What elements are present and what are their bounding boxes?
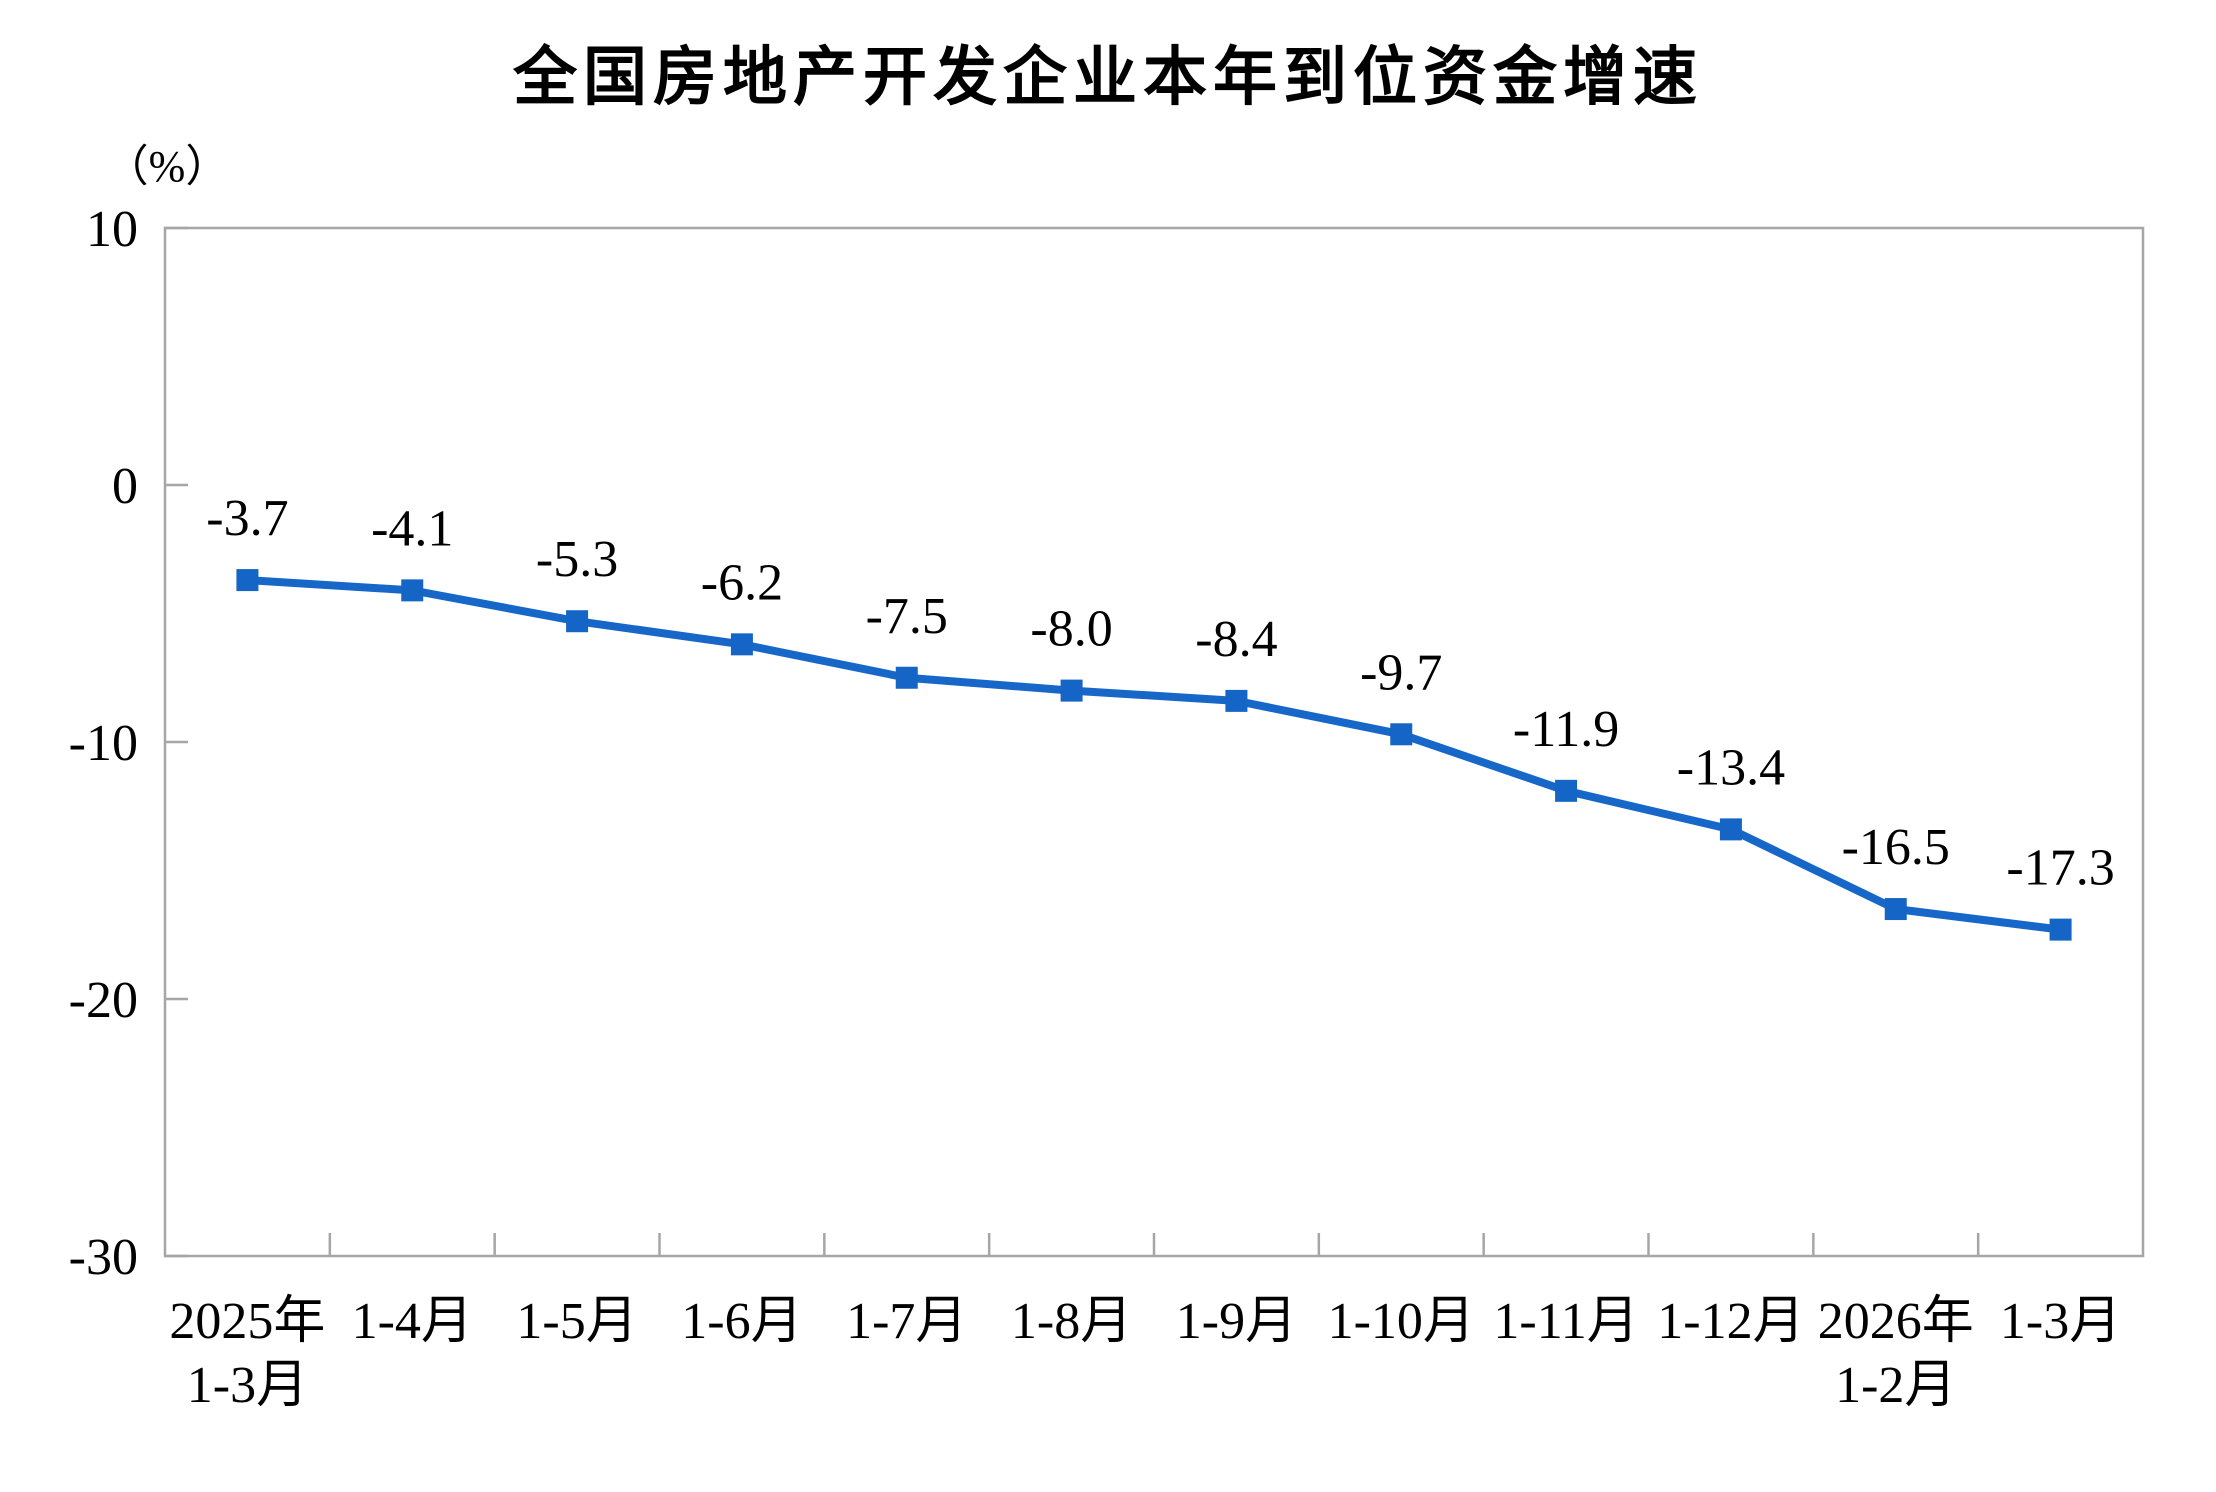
data-point-label: -6.2	[701, 554, 783, 611]
data-point-marker	[1719, 818, 1742, 841]
x-axis-category-label: 1-7月	[846, 1293, 967, 1350]
data-point-marker	[1555, 779, 1578, 802]
data-point-label: -3.7	[206, 490, 288, 547]
y-axis-tick-label: 10	[86, 201, 138, 258]
y-axis-tick-label: 0	[112, 458, 138, 515]
plot-border	[163, 226, 2145, 1258]
data-point-label: -11.9	[1513, 701, 1619, 758]
x-axis-category-label: 1-4月	[352, 1293, 473, 1350]
data-point-marker	[1884, 898, 1907, 921]
data-point-marker	[1060, 679, 1083, 702]
x-axis-category-label: 2025年 1-3月	[169, 1293, 325, 1414]
data-line	[243, 576, 2065, 934]
y-axis-tick-label: -20	[69, 972, 138, 1029]
data-point-marker	[1390, 723, 1413, 746]
data-point-marker	[895, 666, 918, 689]
data-point-marker	[1225, 689, 1248, 712]
x-axis-category-label: 1-3月	[2000, 1293, 2121, 1350]
x-axis-category-label: 1-5月	[516, 1293, 637, 1350]
data-point-label: -9.7	[1360, 644, 1442, 701]
y-axis-unit-label: （%）	[104, 142, 230, 191]
x-axis-category-label: 1-11月	[1493, 1293, 1638, 1350]
y-axis-tick-label: -30	[69, 1229, 138, 1286]
x-axis-category-label: 1-8月	[1011, 1293, 1132, 1350]
data-point-label: -16.5	[1842, 819, 1950, 876]
x-axis-category-label: 1-12月	[1657, 1293, 1804, 1350]
data-point-label: -17.3	[2006, 840, 2114, 897]
data-point-marker	[566, 610, 589, 633]
data-point-label: -4.1	[371, 500, 453, 557]
data-point-marker	[730, 633, 753, 656]
data-point-marker	[2049, 918, 2072, 941]
x-axis-category-label: 1-9月	[1176, 1293, 1297, 1350]
data-point-marker	[401, 579, 424, 602]
data-point-marker	[236, 569, 259, 592]
data-point-label: -5.3	[536, 531, 618, 588]
chart-title: 全国房地产开发企业本年到位资金增速	[513, 42, 1703, 113]
x-axis-category-label: 1-10月	[1328, 1293, 1475, 1350]
x-axis-category-label: 2026年 1-2月	[1818, 1293, 1974, 1414]
data-point-label: -7.5	[866, 588, 948, 645]
data-point-label: -8.4	[1195, 611, 1277, 668]
y-axis-tick-label: -10	[69, 715, 138, 772]
x-axis-category-label: 1-6月	[681, 1293, 802, 1350]
data-point-label: -13.4	[1677, 739, 1785, 796]
data-point-label: -8.0	[1030, 601, 1112, 658]
